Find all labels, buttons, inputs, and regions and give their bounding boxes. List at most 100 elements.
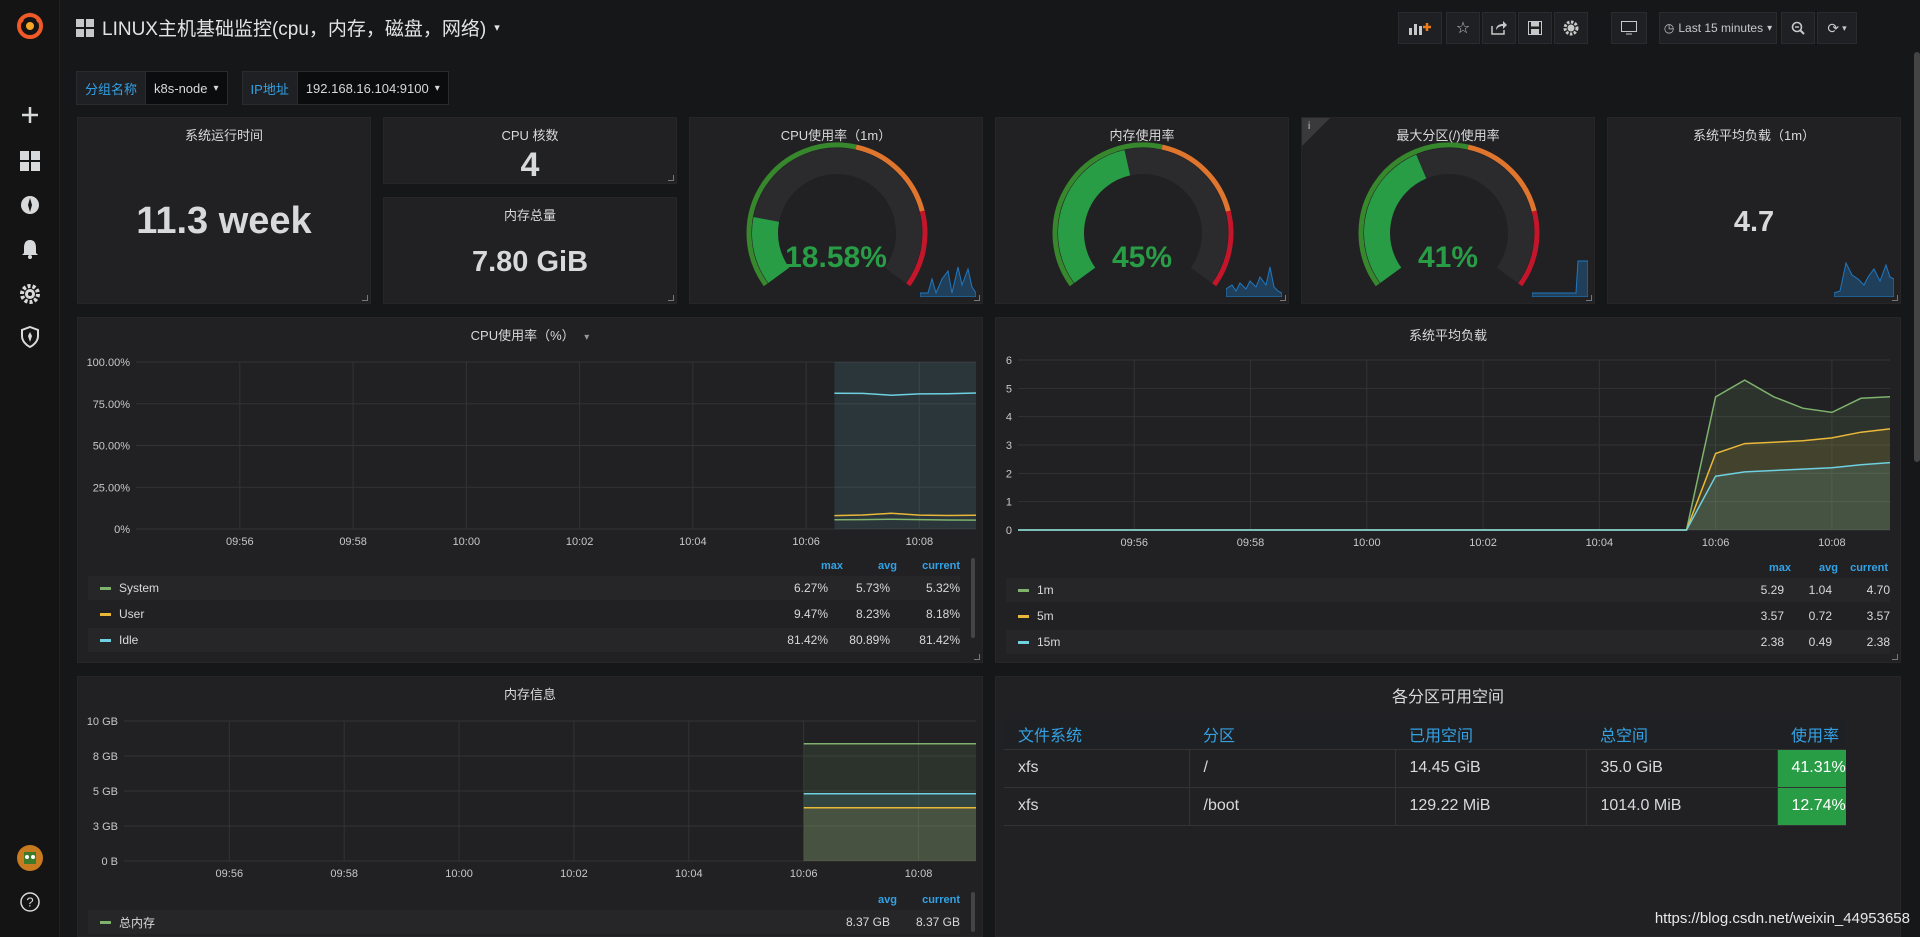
legend-value-current: 5.32% (925, 581, 960, 595)
gear-icon[interactable] (0, 274, 60, 314)
explore-icon[interactable] (0, 185, 60, 225)
x-tick-label: 10:00 (445, 868, 473, 880)
save-button[interactable] (1518, 12, 1552, 44)
legend-item[interactable]: 5m 3.57 0.72 3.57 (1006, 604, 1890, 628)
help-icon[interactable]: ? (0, 882, 60, 922)
table-cell: /boot (1189, 787, 1396, 826)
resize-handle[interactable] (668, 295, 674, 301)
legend-scrollbar[interactable] (971, 892, 975, 932)
load-sparkline (1834, 261, 1894, 297)
plus-icon[interactable] (0, 95, 60, 135)
shield-icon[interactable] (0, 317, 60, 357)
legend-series-name: User (119, 607, 145, 621)
legend-header-avg[interactable]: avg (878, 894, 897, 906)
settings-button[interactable] (1554, 12, 1588, 44)
panel-load: 系统平均负载（1m） 4.7 (1607, 117, 1901, 304)
series-line-2 (1018, 461, 1891, 531)
legend-swatch (100, 638, 111, 642)
avatar[interactable] (0, 838, 60, 878)
svg-text:i: i (1308, 121, 1310, 132)
save-icon (1528, 21, 1542, 35)
resize-handle[interactable] (1280, 295, 1286, 301)
panel-title: 系统平均负载（1m） (1692, 128, 1816, 143)
dashboards-icon[interactable] (0, 141, 60, 181)
gear-icon (1563, 20, 1579, 36)
legend-item[interactable]: 1m 5.29 1.04 4.70 (1006, 578, 1890, 602)
panel-title: 系统运行时间 (184, 128, 263, 143)
resize-handle[interactable] (668, 175, 674, 181)
share-icon (1491, 21, 1507, 35)
resize-handle[interactable] (362, 295, 368, 301)
legend-item[interactable]: 总内存 8.37 GB 8.37 GB (88, 910, 960, 934)
column-header[interactable]: 总空间 (1586, 719, 1777, 750)
legend-header-current[interactable]: current (1850, 562, 1888, 574)
resize-handle[interactable] (1892, 654, 1898, 660)
page-scrollbar[interactable] (1914, 52, 1920, 462)
resize-handle[interactable] (1892, 295, 1898, 301)
legend-swatch (100, 586, 111, 590)
refresh-button[interactable]: ⟳ ▾ (1817, 12, 1857, 44)
legend-item[interactable]: User 9.47% 8.23% 8.18% (88, 602, 960, 626)
legend-item[interactable]: System 6.27% 5.73% 5.32% (88, 576, 960, 600)
legend-series-name: 5m (1037, 609, 1054, 623)
zoom-out-icon (1791, 21, 1805, 35)
x-tick-label: 10:06 (1702, 537, 1730, 549)
column-header[interactable]: 已用空间 (1395, 719, 1586, 750)
add-panel-button[interactable] (1398, 12, 1442, 44)
gauge-threshold-2 (1212, 210, 1234, 287)
legend-header-current[interactable]: current (922, 894, 960, 906)
column-header[interactable]: 使用率 (1777, 719, 1846, 750)
resize-handle[interactable] (974, 654, 980, 660)
share-button[interactable] (1482, 12, 1516, 44)
gauge-threshold-2 (1518, 210, 1540, 287)
legend-value-max: 5.29 (1760, 583, 1784, 597)
load-value: 4.7 (1733, 206, 1775, 238)
column-header[interactable]: 分区 (1189, 719, 1395, 750)
cpu-usage-value: 18.58% (785, 241, 887, 274)
legend-item[interactable]: 15m 2.38 0.49 2.38 (1006, 630, 1890, 654)
variable-select-group[interactable]: k8s-node ▾ (146, 71, 228, 105)
panel-title-menu[interactable]: CPU使用率（%） ▾ (78, 325, 982, 344)
y-tick-label: 50.00% (93, 441, 131, 453)
y-tick-label: 10 GB (87, 716, 118, 728)
x-tick-label: 09:56 (1121, 537, 1149, 549)
x-tick-label: 10:02 (560, 868, 588, 880)
x-tick-label: 10:04 (675, 868, 703, 880)
tv-mode-button[interactable] (1611, 12, 1647, 44)
time-range-picker[interactable]: ◷ Last 15 minutes ▾ (1659, 12, 1777, 44)
resize-handle[interactable] (974, 295, 980, 301)
series-fill (1018, 428, 1890, 530)
y-tick-label: 75.00% (93, 399, 131, 411)
legend-header-max[interactable]: max (1768, 562, 1791, 574)
x-tick-label: 09:58 (1237, 537, 1265, 549)
panel-title: 系统平均负载 (1408, 328, 1487, 343)
y-tick-label: 0 B (101, 856, 118, 868)
bell-icon[interactable] (0, 229, 60, 269)
info-corner-icon[interactable]: i (1302, 118, 1330, 146)
dashboard-title-picker[interactable]: LINUX主机基础监控(cpu，内存，磁盘，网络) ▾ (76, 14, 500, 41)
table-row: xfs / 14.45 GiB 35.0 GiB 41.31% (1004, 749, 1846, 788)
legend-header-max[interactable]: max (820, 560, 843, 572)
grafana-logo-icon[interactable] (0, 6, 60, 46)
panel-cpu-cores: CPU 核数 4 (383, 117, 677, 184)
gauge-threshold-0 (1052, 142, 1163, 287)
table-cell: 14.45 GiB (1395, 749, 1587, 788)
resize-handle[interactable] (1586, 295, 1592, 301)
variable-select-ip[interactable]: 192.168.16.104:9100 ▾ (297, 71, 449, 105)
x-tick-label: 10:08 (1818, 537, 1846, 549)
star-button[interactable]: ☆ (1446, 12, 1480, 44)
panel-title: 内存信息 (503, 687, 556, 702)
legend-item[interactable]: Idle 81.42% 80.89% 81.42% (88, 628, 960, 652)
legend-scrollbar[interactable] (971, 558, 975, 638)
legend-value-avg: 80.89% (849, 633, 890, 647)
zoom-out-button[interactable] (1781, 12, 1815, 44)
series-line-1 (834, 512, 977, 517)
legend-header-avg[interactable]: avg (878, 560, 897, 572)
legend-value-current: 3.57 (1866, 609, 1890, 623)
legend-header-avg[interactable]: avg (1819, 562, 1838, 574)
legend-header-current[interactable]: current (922, 560, 960, 572)
table-cell: xfs (1004, 749, 1190, 788)
y-tick-label: 3 (1006, 440, 1012, 452)
series-line-2 (834, 392, 977, 396)
column-header[interactable]: 文件系统 (1004, 719, 1189, 750)
